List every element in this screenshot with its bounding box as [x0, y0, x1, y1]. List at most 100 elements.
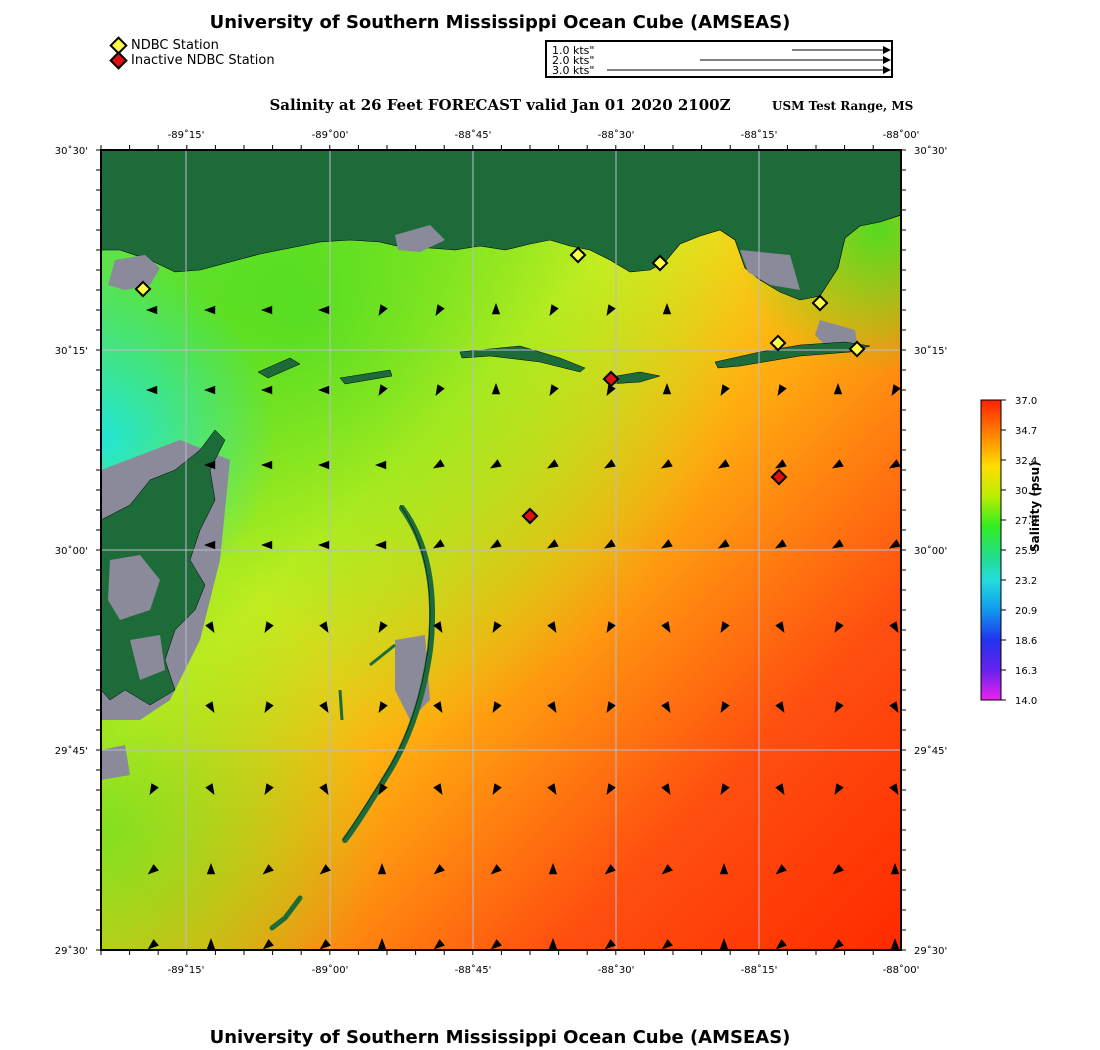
current-vector-arrow — [146, 385, 158, 395]
current-vector-arrow — [204, 540, 216, 550]
delta-islands — [101, 429, 226, 706]
active-station-marker[interactable] — [769, 334, 787, 352]
small-island — [338, 689, 344, 721]
current-vector-arrow — [833, 383, 843, 395]
bottom-axis-labels: -89˚15' -89˚00' -88˚45' -88˚30' -88˚15' … — [168, 964, 920, 976]
legend-inactive-station: Inactive NDBC Station — [109, 51, 275, 70]
current-vector-arrow — [890, 938, 900, 950]
current-vector-arrow — [604, 939, 616, 950]
current-vector-arrow — [149, 783, 159, 796]
current-vector-arrow — [377, 863, 387, 875]
current-vector-arrow — [546, 539, 559, 549]
current-vector-arrow — [433, 701, 443, 714]
current-vector-arrow — [205, 701, 215, 714]
current-vector-arrow — [834, 783, 844, 796]
active-station-marker[interactable] — [811, 294, 829, 312]
top-tick-label: -89˚15' — [168, 129, 205, 141]
current-vector-arrow — [319, 783, 329, 796]
legend-active-label: NDBC Station — [131, 38, 219, 53]
current-vector-arrow — [606, 783, 616, 796]
colorbar-tick: 25.5 — [1015, 546, 1037, 557]
current-vector-arrow — [205, 621, 215, 634]
current-vector-arrow — [832, 864, 844, 875]
current-vector-arrow — [264, 621, 274, 634]
current-vector-arrow — [492, 701, 502, 714]
barrier-island — [339, 369, 393, 385]
current-vector-arrow — [888, 459, 901, 469]
current-vector-arrow — [606, 384, 616, 397]
current-vector-arrow — [606, 701, 616, 714]
current-vector-arrow — [375, 540, 387, 550]
current-vector-arrow — [547, 783, 557, 796]
current-vector-arrow — [377, 938, 387, 950]
current-vector-arrow — [318, 540, 330, 550]
top-tick-label: -88˚30' — [598, 129, 635, 141]
current-vector-arrow — [888, 539, 901, 549]
active-station-marker[interactable] — [848, 340, 866, 358]
current-vector-arrow — [549, 304, 559, 317]
current-vector-arrow — [319, 701, 329, 714]
current-vector-arrow — [264, 783, 274, 796]
current-vector-arrow — [662, 303, 672, 315]
current-vector-arrow — [834, 701, 844, 714]
active-station-marker[interactable] — [569, 246, 587, 264]
current-vector-arrow — [492, 621, 502, 634]
current-vector-arrow — [889, 701, 899, 714]
vector-label-2: 2.0 kts" — [552, 54, 595, 67]
colorbar-title: Salinity (psu) — [1028, 461, 1042, 552]
bottom-tick-label: -89˚00' — [312, 964, 349, 976]
current-vector-arrow — [661, 621, 671, 634]
current-vector-arrow — [777, 384, 787, 397]
top-tick-label: -88˚15' — [741, 129, 778, 141]
bottom-tick-label: -88˚00' — [883, 964, 920, 976]
current-vector-arrow — [492, 783, 502, 796]
colorbar-tick: 20.9 — [1015, 606, 1037, 617]
right-tick-label: 29˚45' — [914, 745, 947, 757]
small-island — [369, 643, 396, 667]
current-vector-arrow — [834, 621, 844, 634]
region-label: USM Test Range, MS — [772, 99, 914, 113]
current-vector-arrow — [831, 459, 844, 469]
active-station-marker[interactable] — [651, 254, 669, 272]
legend-inactive-label: Inactive NDBC Station — [131, 53, 275, 68]
current-vector-arrow — [262, 864, 274, 875]
current-vector-arrow — [319, 621, 329, 634]
current-vector-arrow — [660, 539, 673, 549]
inactive-station-marker[interactable] — [602, 370, 620, 388]
current-vector-arrow — [660, 459, 673, 469]
current-vector-arrow — [720, 783, 730, 796]
current-vector-arrow — [433, 621, 443, 634]
vector-scale-arrows — [607, 46, 891, 74]
active-station-marker[interactable] — [134, 280, 152, 298]
current-vector-arrow — [661, 783, 671, 796]
colorbar-tick: 32.4 — [1015, 456, 1037, 467]
inactive-station-marker[interactable] — [770, 468, 788, 486]
current-vector-arrow — [432, 459, 445, 469]
current-vector-arrow — [375, 460, 387, 470]
current-vector-arrow — [264, 701, 274, 714]
current-vector-arrow — [889, 621, 899, 634]
delta-islands — [108, 555, 160, 620]
right-tick-label: 30˚00' — [914, 545, 947, 557]
ndbc-stations — [134, 246, 866, 525]
left-axis-labels: 30˚30' 30˚15' 30˚00' 29˚45' 29˚30' — [55, 145, 88, 957]
current-vector-arrow — [204, 385, 216, 395]
right-tick-label: 30˚30' — [914, 145, 947, 157]
colorbar-ticks — [1001, 399, 1006, 701]
current-vector-arrow — [489, 539, 502, 549]
marsh-area — [101, 745, 130, 780]
current-vector-arrow — [775, 621, 785, 634]
current-vector-arrow — [206, 938, 216, 950]
footer-title: University of Southern Mississippi Ocean… — [209, 1027, 791, 1048]
current-vector-arrow — [318, 385, 330, 395]
current-vector-arrow — [378, 621, 388, 634]
marsh-area — [395, 225, 445, 252]
current-vector-arrow — [147, 939, 159, 950]
current-vector-arrow — [261, 460, 273, 470]
marsh-area — [740, 250, 800, 290]
current-vector-arrow — [775, 864, 787, 875]
inactive-station-marker[interactable] — [521, 507, 539, 525]
current-vector-arrow — [604, 864, 616, 875]
plot-title: Salinity at 26 Feet FORECAST valid Jan 0… — [269, 96, 731, 114]
current-vector-arrow — [490, 939, 502, 950]
